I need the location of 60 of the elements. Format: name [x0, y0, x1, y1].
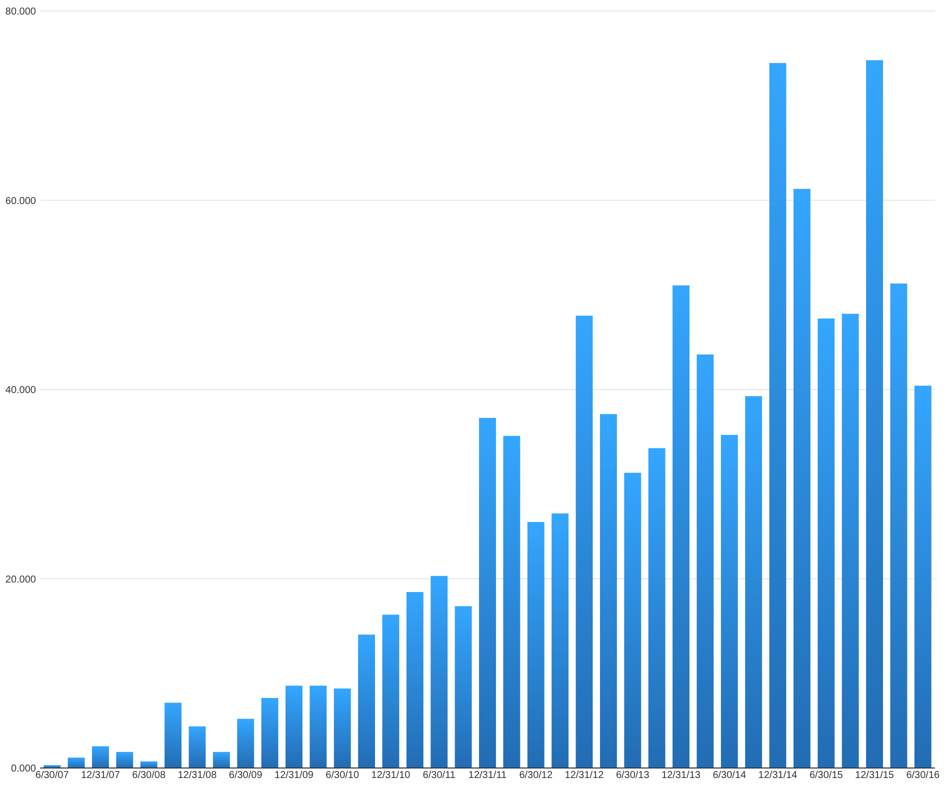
x-tick-label: 6/30/15: [809, 770, 844, 781]
bar: [624, 472, 642, 768]
bar: [672, 285, 690, 768]
bar: [382, 614, 400, 768]
bar: [212, 752, 230, 768]
y-tick-label: 80.000: [5, 6, 36, 18]
bar: [866, 60, 883, 768]
bar: [430, 576, 448, 768]
x-tick-label: 6/30/16: [906, 770, 940, 781]
bar: [914, 386, 932, 768]
bar: [527, 522, 544, 768]
x-tick-label: 12/31/08: [178, 770, 218, 781]
bar: [454, 606, 472, 768]
bar: [164, 702, 182, 768]
bar: [310, 686, 327, 768]
bar: [648, 448, 666, 768]
x-tick-label: 12/31/14: [758, 770, 798, 781]
y-tick-label: 40.000: [5, 385, 36, 396]
bar: [769, 63, 786, 768]
x-tick-label: 6/30/12: [519, 770, 553, 781]
bar: [334, 688, 351, 768]
bar: [890, 284, 908, 768]
x-tick-label: 12/31/10: [371, 770, 411, 781]
bar: [237, 718, 254, 768]
bar: [406, 592, 424, 768]
x-tick-label: 12/31/11: [468, 770, 508, 781]
bar: [576, 316, 593, 768]
bar: [116, 752, 134, 768]
bar: [479, 418, 496, 768]
x-tick-label: 6/30/09: [228, 770, 263, 781]
x-tick-label: 6/30/07: [35, 770, 70, 781]
x-tick-label: 12/31/09: [274, 770, 314, 781]
bar: [696, 354, 714, 768]
bar: [745, 396, 762, 768]
y-tick-label: 20.000: [5, 574, 36, 586]
x-tick-label: 6/30/08: [132, 770, 166, 781]
x-tick-label: 12/31/07: [81, 770, 120, 781]
x-tick-label: 6/30/13: [616, 770, 650, 781]
bar: [358, 634, 376, 768]
bar: [261, 698, 278, 768]
bar: [842, 314, 859, 768]
x-tick-label: 6/30/14: [712, 770, 747, 781]
bar: [286, 686, 302, 768]
bar: [140, 761, 158, 768]
bar: [818, 318, 835, 768]
y-tick-label: 60.000: [5, 196, 36, 207]
x-tick-label: 12/31/12: [564, 770, 604, 781]
bar: [600, 414, 617, 768]
y-tick-label: 0.000: [10, 764, 36, 774]
bar: [503, 436, 520, 768]
bar: [68, 758, 85, 768]
bar: [552, 513, 569, 768]
x-tick-label: 6/30/10: [326, 770, 360, 781]
x-tick-label: 12/31/15: [855, 770, 894, 781]
bar: [793, 188, 810, 768]
x-tick-label: 12/31/13: [662, 770, 701, 781]
bar: [92, 746, 109, 768]
bar: [188, 726, 206, 768]
bar: [720, 434, 738, 768]
x-tick-label: 6/30/11: [422, 770, 456, 781]
